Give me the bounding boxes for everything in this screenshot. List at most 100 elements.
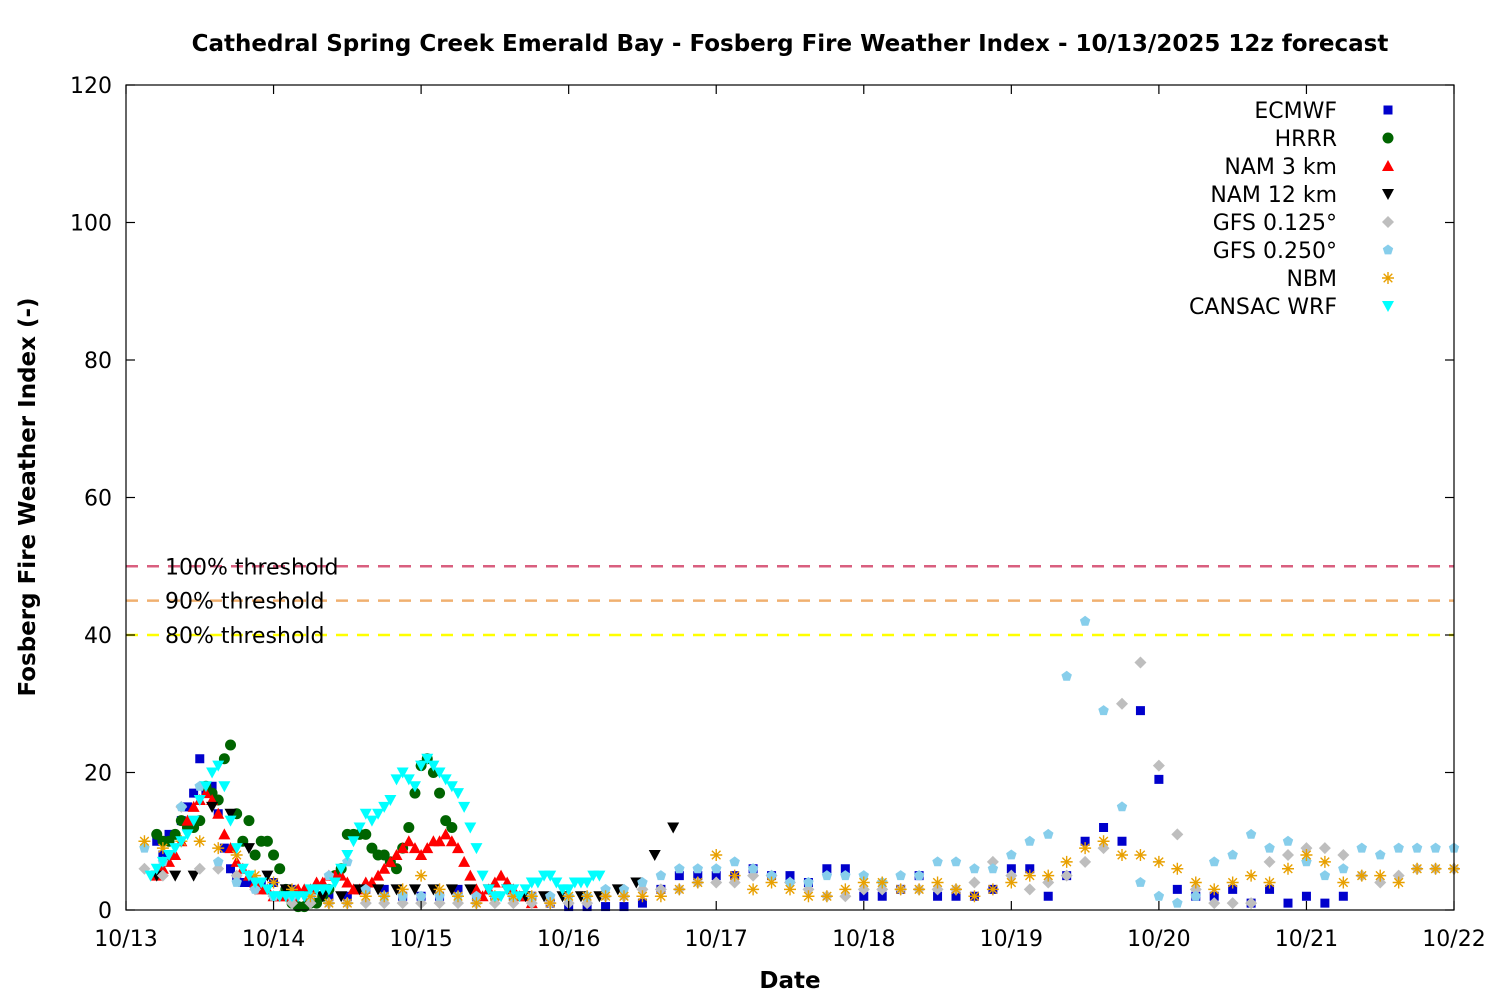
data-point [360,828,372,840]
data-point [1208,897,1221,910]
data-point [230,843,243,855]
data-point [415,869,428,882]
plot-frame [125,84,1455,911]
data-point [637,877,648,887]
data-point [365,815,378,827]
data-point [212,760,225,772]
data-point [1338,863,1349,874]
legend-entry-label: NAM 3 km [1224,155,1337,180]
data-point [384,795,397,806]
data-point [150,863,163,875]
data-point [213,856,224,867]
data-point [225,739,237,751]
data-point [1375,849,1386,860]
data-point [199,781,212,793]
threshold-lines: 100% threshold 90% threshold 80% threshold [126,555,1454,649]
data-point [1263,855,1276,868]
data-point [396,883,409,896]
data-point [766,870,777,881]
data-point [218,828,231,840]
data-point [1393,842,1404,853]
data-point [1356,842,1367,853]
data-point [1097,835,1110,848]
data-point [932,856,943,867]
data-point [655,870,667,881]
y-tick-label: 0 [98,899,112,924]
data-point [1060,855,1073,868]
data-point [1228,884,1238,894]
data-point [674,863,685,874]
data-point [378,801,391,813]
data-point [230,869,243,882]
data-point [950,883,962,896]
x-tick-label: 10/22 [1422,927,1485,952]
data-point [1042,869,1055,882]
data-point [359,890,372,903]
data-point [821,870,833,881]
data-point [1116,801,1128,812]
data-point [1023,883,1036,896]
data-point [212,842,225,855]
data-point [471,890,482,901]
data-point [434,890,445,901]
data-point [747,883,760,896]
data-point [747,863,759,874]
x-tick-label: 10/17 [685,927,748,952]
data-point [1318,855,1331,868]
data-point [187,870,200,882]
data-point [452,890,464,903]
data-point [1411,842,1423,853]
data-point [1429,862,1442,875]
data-point [495,869,508,881]
data-point [187,815,200,827]
data-point [322,884,335,896]
data-point [268,849,280,861]
data-points [138,615,1460,913]
legend-marker [1382,132,1394,144]
data-point [341,850,354,861]
data-point [193,835,206,848]
data-point [1337,876,1350,889]
data-point [144,870,157,882]
data-point [286,883,298,896]
data-point [667,822,680,834]
legend-marker [1382,160,1394,171]
data-point [242,870,255,882]
data-point [785,871,795,881]
data-point [415,849,428,860]
data-point [372,869,385,881]
data-point [1135,877,1146,887]
data-point [894,883,907,896]
data-point [1318,842,1331,855]
data-point [249,883,261,894]
data-point [1264,842,1275,853]
data-point [599,890,612,903]
data-point [1043,891,1053,901]
legend-entry-label: ECMWF [1254,99,1337,124]
data-point [519,884,532,896]
data-point [152,836,162,846]
data-point [187,800,200,812]
data-point [384,855,397,867]
data-point [968,890,981,903]
data-point [950,856,962,867]
data-point [728,869,741,882]
data-point [1226,876,1239,889]
data-point [636,890,649,903]
x-tick-label: 10/18 [832,927,895,952]
data-point [224,808,237,820]
data-point [445,884,458,896]
data-point [1208,883,1221,896]
data-point [544,870,557,882]
data-point [1134,656,1147,669]
data-point [464,822,477,834]
legend-entry-label: NAM 12 km [1210,183,1337,208]
data-point [329,877,342,889]
data-point [249,869,262,882]
data-point [933,891,943,901]
data-point [840,864,850,874]
data-point [409,787,421,799]
data-point [445,835,458,847]
data-point [169,870,182,882]
data-point [226,864,236,874]
